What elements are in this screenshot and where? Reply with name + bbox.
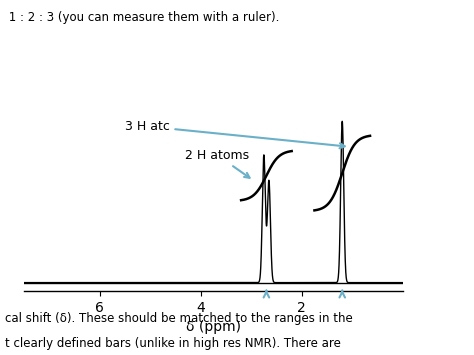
Text: cal shift (δ). These should be matched to the ranges in the: cal shift (δ). These should be matched t… [5, 312, 353, 326]
Text: t clearly defined bars (unlike in high res NMR). There are: t clearly defined bars (unlike in high r… [5, 337, 341, 350]
X-axis label: δ (ppm): δ (ppm) [186, 320, 241, 334]
Text: 2 H atoms: 2 H atoms [185, 149, 250, 178]
Text: 3 H atc: 3 H atc [125, 120, 345, 148]
Text: 1 : 2 : 3 (you can measure them with a ruler).: 1 : 2 : 3 (you can measure them with a r… [5, 11, 279, 24]
